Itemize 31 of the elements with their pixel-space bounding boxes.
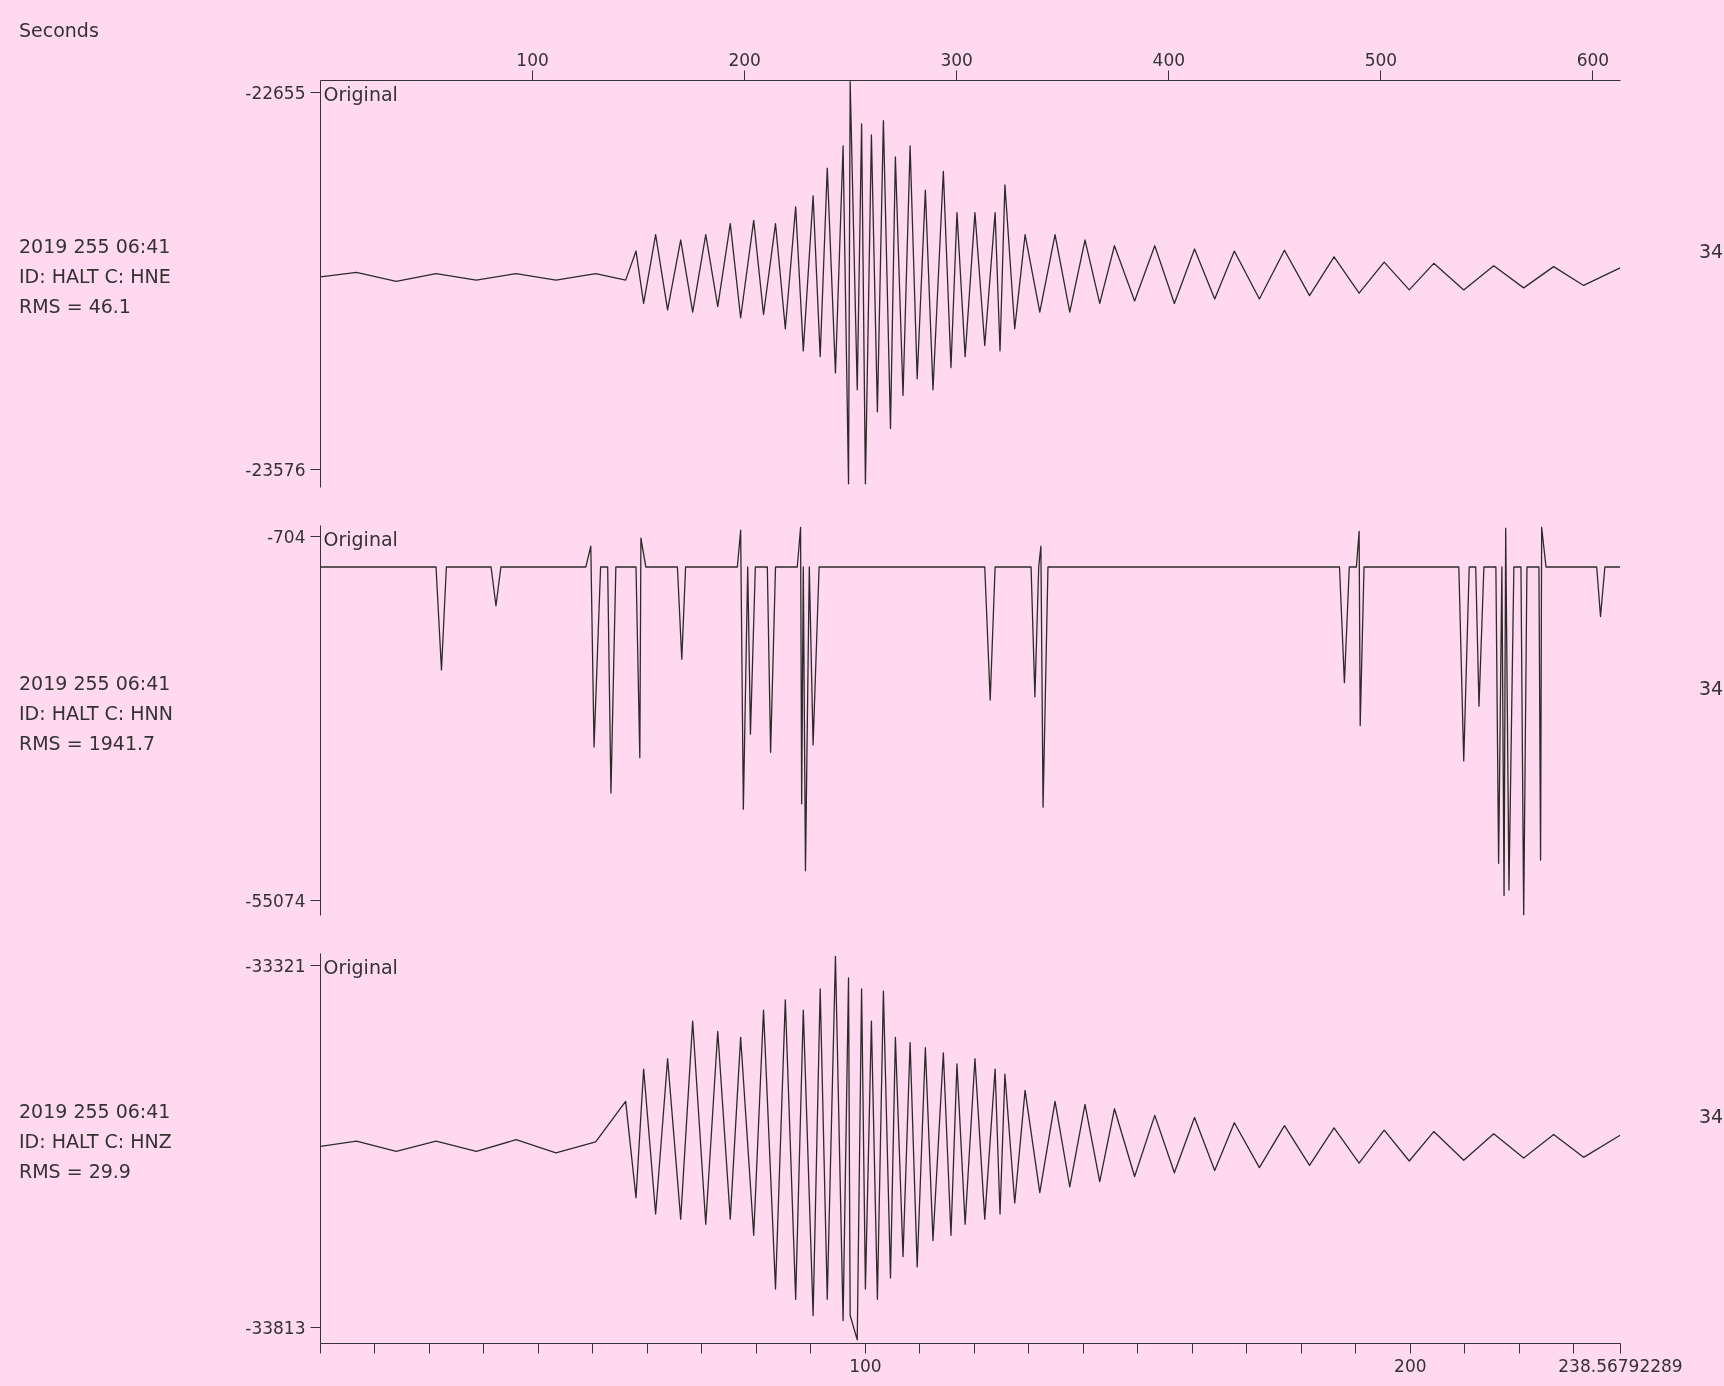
text: 2019 255 06:41 (19, 1099, 171, 1124)
y-tick-label: -704 (266, 527, 306, 548)
text: ID: HALT C: HNZ (19, 1129, 172, 1154)
text: 34 (1699, 676, 1724, 701)
text: 2019 255 06:41 (19, 671, 171, 696)
y-tick-label: -55074 (245, 891, 306, 912)
x-tick-label: 200 (1394, 1355, 1427, 1376)
x-tick-label: 238.56792289 (1558, 1355, 1683, 1376)
x2-axis-title: Seconds (19, 18, 99, 43)
x2-tick-label: 200 (728, 49, 761, 70)
y-tick-label: -33321 (245, 955, 306, 976)
text: RMS = 29.9 (19, 1159, 131, 1184)
text: ID: HALT C: HNE (19, 264, 171, 289)
x2-tick-label: 300 (940, 49, 973, 70)
x-tick-label: 100 (849, 1355, 882, 1376)
chart-title: Original (323, 527, 398, 550)
text: ID: HALT C: HNN (19, 701, 173, 726)
y-tick-label: -23576 (245, 460, 306, 480)
text: RMS = 1941.7 (19, 731, 156, 756)
x2-tick-label: 400 (1152, 49, 1186, 70)
text: 2019 255 06:41 (19, 234, 171, 259)
x2-tick-label: 600 (1576, 49, 1610, 70)
x2-tick-label: 100 (516, 49, 549, 70)
chart-title: Original (323, 955, 398, 978)
y-tick-label: -33813 (245, 1317, 306, 1338)
x2-tick-label: 500 (1364, 49, 1398, 70)
text: 34 (1699, 239, 1724, 264)
text: 34 (1699, 1104, 1724, 1129)
chart-title: Original (323, 82, 398, 105)
text: RMS = 46.1 (19, 294, 131, 319)
y-tick-label: -22655 (245, 83, 306, 104)
